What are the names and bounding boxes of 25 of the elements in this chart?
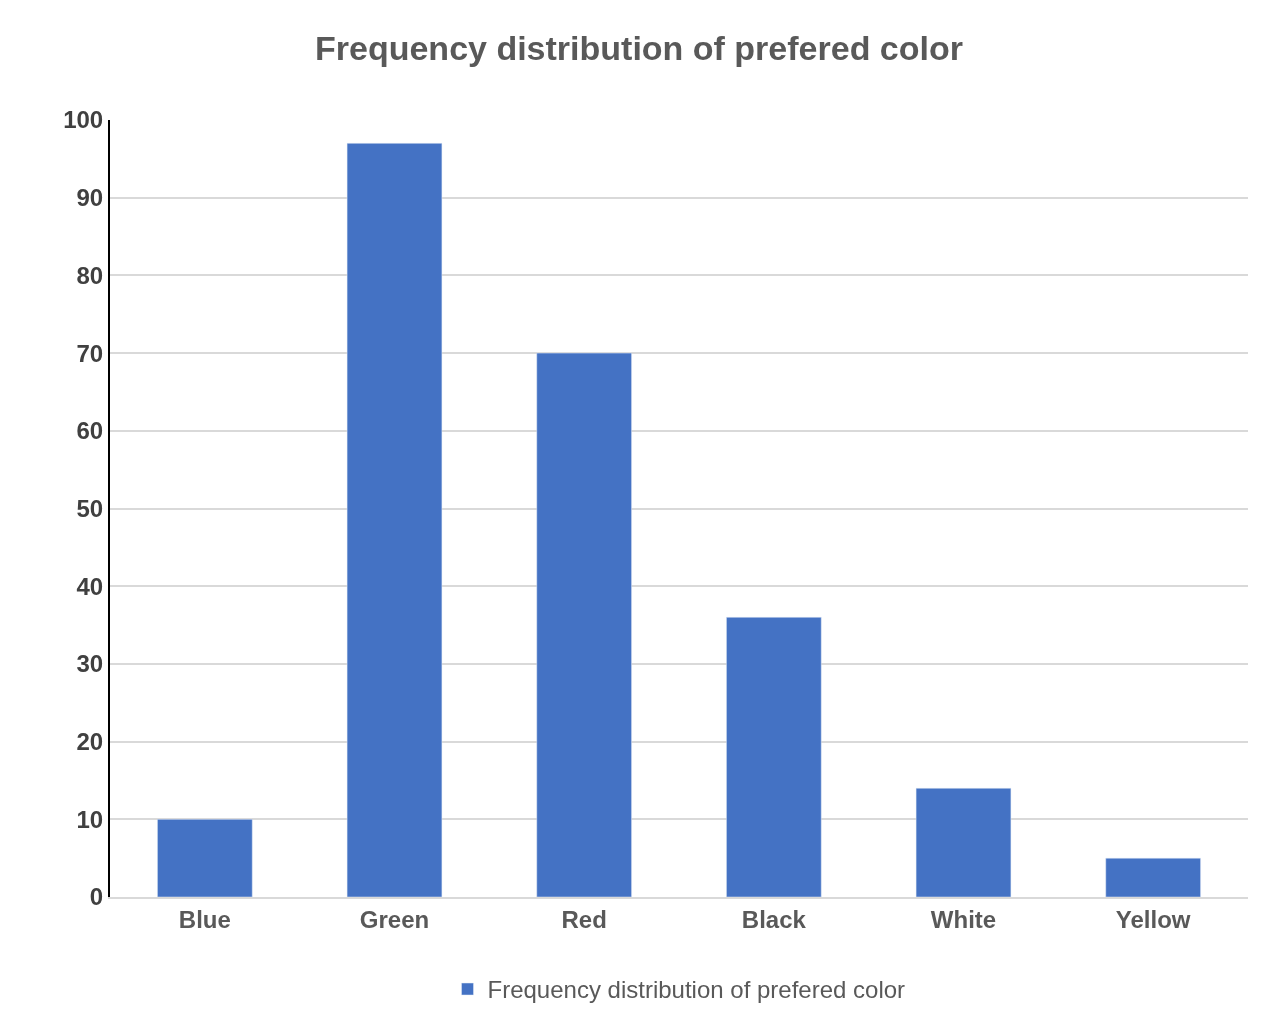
y-tick-label: 70 [76, 339, 104, 367]
y-tick-label: 20 [76, 728, 104, 755]
x-tick-label: Red [561, 905, 607, 933]
x-tick-label: Green [359, 905, 430, 933]
y-tick-label: 10 [76, 805, 104, 833]
x-tick-label: Blue [178, 905, 231, 933]
bar [915, 787, 1012, 897]
y-tick-label: 50 [76, 494, 104, 522]
bar [536, 352, 632, 897]
legend-label: Frequency distribution of prefered color [487, 976, 906, 1004]
y-tick-label: 30 [76, 650, 104, 678]
bar [346, 143, 443, 897]
y-tick-label: 40 [76, 572, 104, 600]
y-tick-label: 90 [76, 184, 104, 212]
y-tick-label: 80 [76, 261, 104, 289]
x-tick-label: White [930, 905, 997, 933]
y-tick-label: 60 [76, 417, 104, 445]
x-tick-label: Yellow [1115, 905, 1191, 933]
bar [1105, 857, 1201, 897]
y-tick-label: 0 [89, 883, 104, 911]
x-tick-label: Black [741, 905, 807, 933]
bar [157, 819, 253, 897]
y-tick-label: 100 [63, 106, 104, 134]
bar [726, 617, 822, 897]
chart-title: Frequency distribution of prefered color [315, 28, 963, 67]
